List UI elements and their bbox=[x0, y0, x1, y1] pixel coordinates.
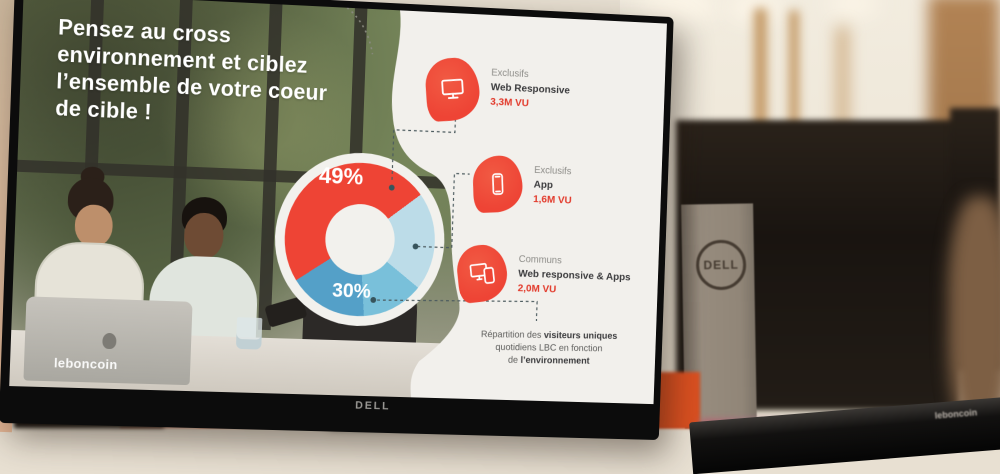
caption-text: Répartition des bbox=[481, 329, 544, 341]
laptop-brand-text: leboncoin bbox=[934, 407, 977, 420]
dell-circle-logo: DELL bbox=[696, 240, 747, 291]
smartphone-icon bbox=[485, 171, 510, 197]
multi-device-icon bbox=[468, 258, 497, 288]
slide-title: Pensez au cross environnement et ciblez … bbox=[55, 13, 399, 135]
presentation-slide: 49% 30% Exclusifs Web Responsive 3,3M VU bbox=[9, 0, 667, 404]
caption-bold: l’environnement bbox=[520, 355, 589, 367]
callout-web-responsive: Exclusifs Web Responsive 3,3M VU bbox=[425, 57, 571, 126]
callout-app: Exclusifs App 1,6M VU bbox=[472, 155, 573, 215]
red-blob bbox=[472, 155, 523, 213]
caption-text: quotidiens LBC en fonction bbox=[495, 342, 602, 354]
callout-sublabel: App bbox=[533, 178, 572, 194]
chart-caption: Répartition des visiteurs uniques quotid… bbox=[452, 328, 646, 368]
leboncoin-logo: leboncoin bbox=[54, 355, 118, 372]
dell-box-brand-text: DELL bbox=[703, 258, 739, 273]
dell-monitor: 49% 30% Exclusifs Web Responsive 3,3M VU bbox=[0, 0, 674, 440]
red-blob bbox=[424, 56, 481, 122]
callout-value: 1,6M VU bbox=[533, 192, 572, 208]
title-line: de cible ! bbox=[55, 95, 152, 124]
red-blob bbox=[455, 243, 510, 305]
caption-bold: visiteurs uniques bbox=[544, 330, 618, 342]
callout-communs: Communs Web responsive & Apps 2,0M VU bbox=[457, 244, 632, 306]
caption-text: de bbox=[508, 355, 521, 366]
callout-label: Exclusifs bbox=[534, 163, 573, 179]
dell-bezel-logo: DELL bbox=[355, 400, 391, 413]
desktop-monitor-icon bbox=[438, 75, 466, 104]
